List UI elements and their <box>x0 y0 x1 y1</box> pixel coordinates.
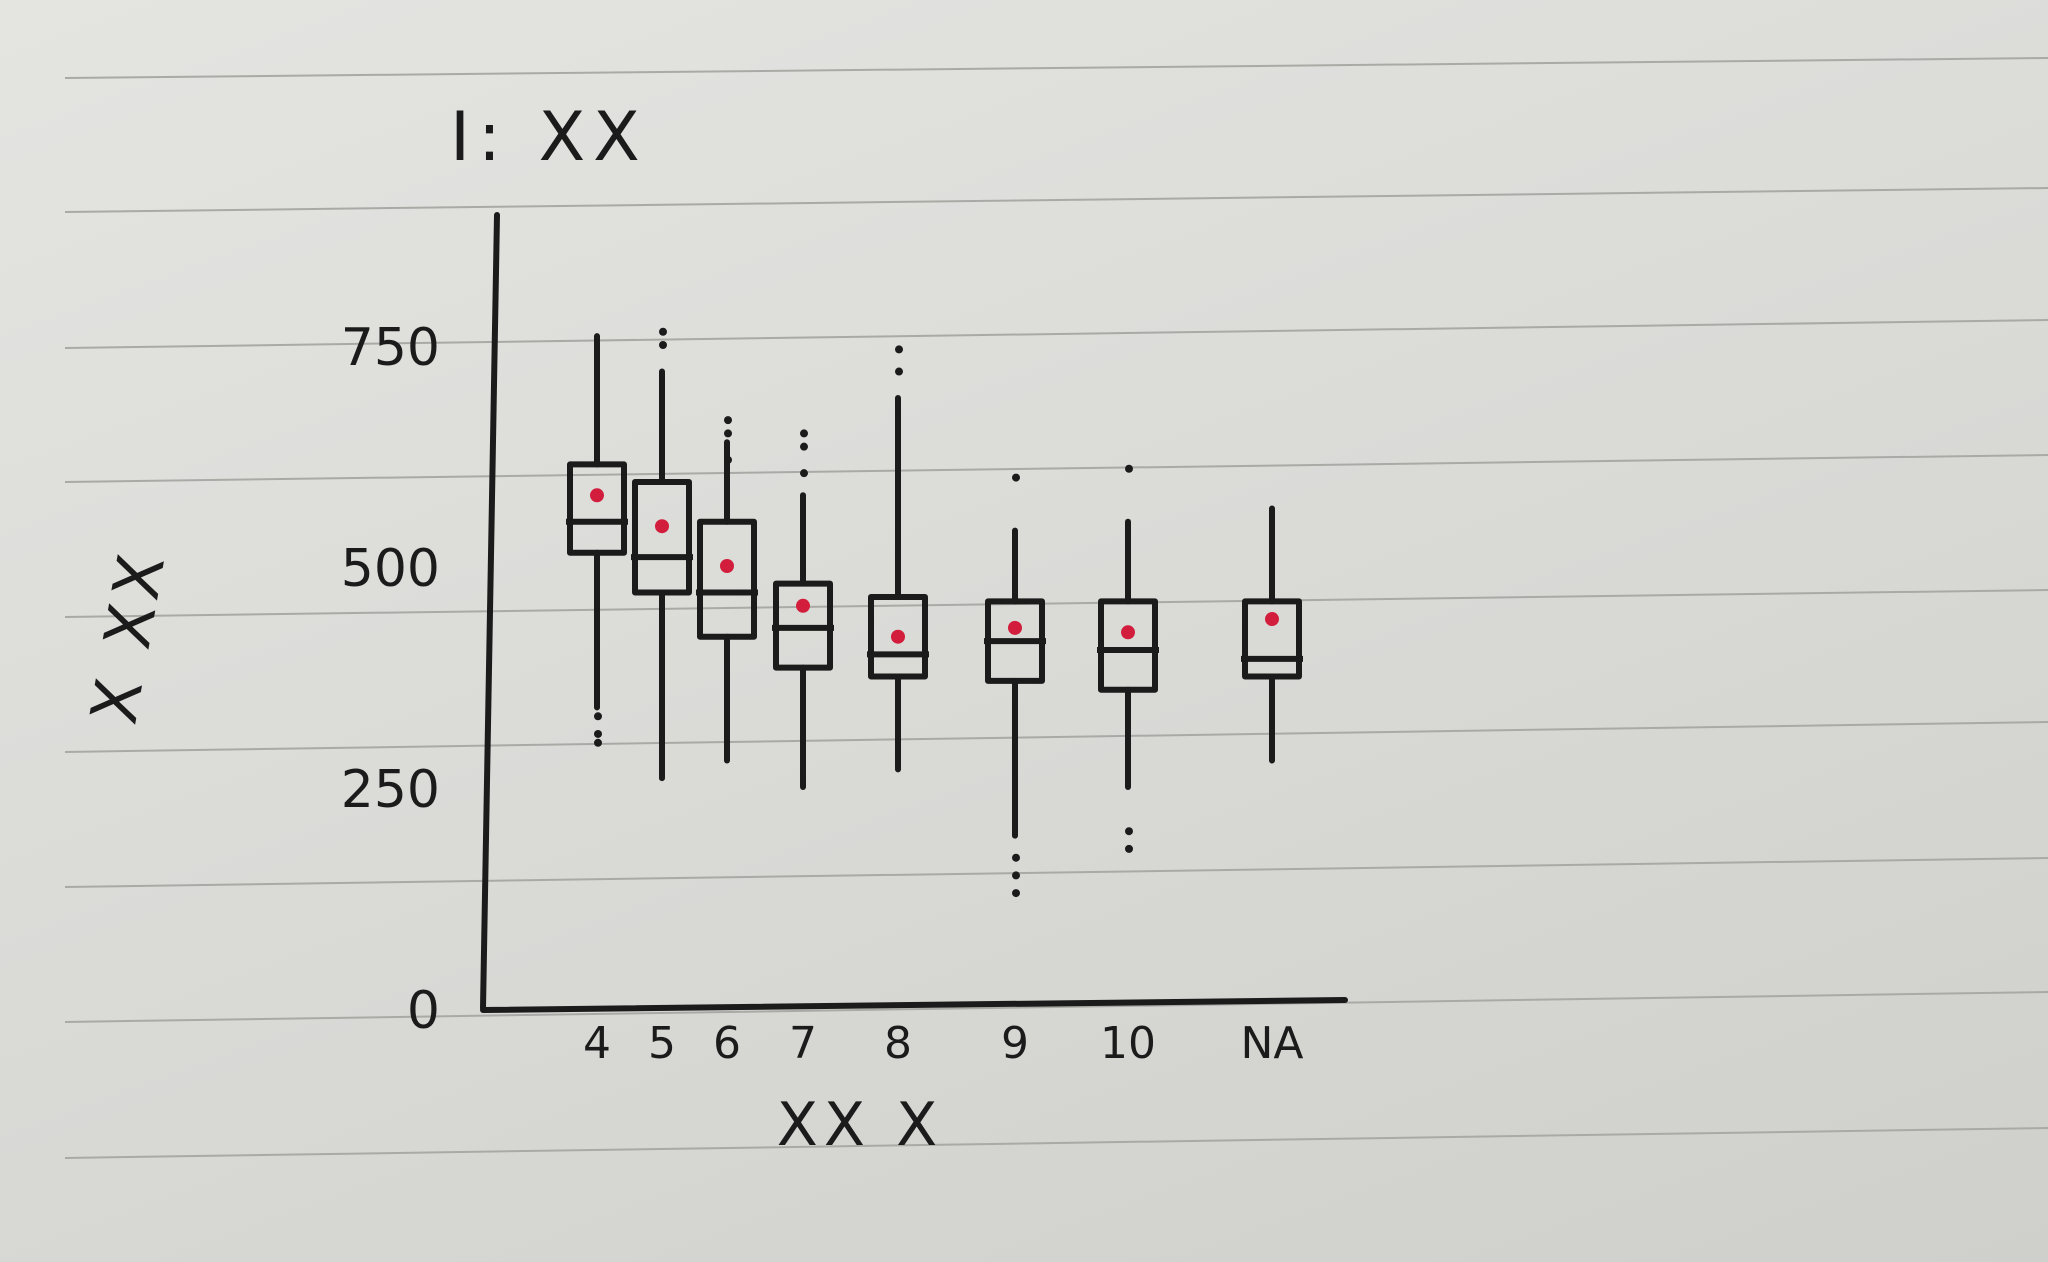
x-axis-tick-labels: 4 5 6 7 8 9 10 NA <box>583 1018 1304 1069</box>
mean-marker <box>655 519 669 534</box>
outlier-point <box>800 442 808 451</box>
outlier-point <box>800 469 808 478</box>
iqr-box <box>1242 598 1302 680</box>
outlier-point <box>1012 853 1020 862</box>
iqr-box <box>1098 598 1158 693</box>
x-tick-label: 8 <box>884 1018 912 1069</box>
outlier-point <box>594 729 602 738</box>
iqr-box <box>697 518 757 640</box>
x-tick-label: 9 <box>1001 1018 1029 1069</box>
iqr-box <box>567 461 627 556</box>
outlier-point <box>724 455 732 464</box>
mean-marker <box>1008 620 1022 635</box>
ruled-line <box>64 991 2048 1023</box>
ruled-line <box>64 187 2048 213</box>
x-tick-label: 6 <box>713 1018 741 1069</box>
box-group <box>772 429 834 790</box>
outlier-point <box>1012 473 1020 482</box>
outlier-point <box>724 429 732 438</box>
y-tick-label: 500 <box>341 539 440 599</box>
outlier-point <box>594 738 602 747</box>
outlier-point <box>1012 871 1020 880</box>
box-group <box>867 345 929 773</box>
mean-marker <box>1121 625 1135 640</box>
ruled-line <box>64 589 2048 618</box>
box-group <box>1097 464 1159 853</box>
outlier-point <box>895 367 903 376</box>
boxplot-series <box>566 327 1303 898</box>
ruled-line <box>64 721 2048 753</box>
mean-marker <box>891 629 905 644</box>
ruled-line <box>64 454 2048 483</box>
x-tick-label: 4 <box>583 1018 611 1069</box>
ruled-line <box>64 857 2048 888</box>
x-tick-label: 10 <box>1100 1018 1156 1069</box>
box-group <box>696 416 758 764</box>
ruled-line <box>64 319 2048 349</box>
mean-marker <box>590 488 604 503</box>
mean-marker <box>720 559 734 573</box>
outlier-point <box>659 341 667 349</box>
box-group <box>631 327 693 782</box>
chart-title: I: XX <box>450 98 648 177</box>
outlier-point <box>1125 827 1133 836</box>
y-tick-label: 750 <box>341 318 440 378</box>
y-axis-label: X XX <box>78 543 181 729</box>
y-tick-label: 0 <box>407 981 440 1041</box>
outlier-point <box>1125 844 1133 853</box>
box-group <box>984 473 1046 898</box>
outlier-point <box>659 327 667 336</box>
x-tick-label: NA <box>1240 1018 1303 1069</box>
mean-marker <box>796 598 810 613</box>
ruled-line <box>64 57 2048 79</box>
notebook-ruled-lines <box>64 57 2048 1159</box>
ruled-line <box>64 1127 2048 1159</box>
iqr-box <box>632 479 692 596</box>
y-axis-tick-labels: 0 250 500 750 <box>341 318 440 1041</box>
box-group <box>1241 505 1303 764</box>
y-tick-label: 250 <box>341 760 440 820</box>
iqr-box <box>868 593 928 680</box>
x-axis <box>480 997 1348 1013</box>
outlier-point <box>1125 464 1133 473</box>
mean-marker <box>1265 612 1279 627</box>
y-axis <box>480 212 500 1011</box>
outlier-point <box>800 429 808 438</box>
box-group <box>566 333 628 747</box>
outlier-point <box>724 416 732 425</box>
x-axis-label: XX X <box>777 1090 943 1160</box>
outlier-point <box>594 712 602 721</box>
outlier-point <box>1012 889 1020 898</box>
x-tick-label: 7 <box>789 1018 817 1069</box>
outlier-point <box>895 345 903 354</box>
x-tick-label: 5 <box>648 1018 676 1069</box>
